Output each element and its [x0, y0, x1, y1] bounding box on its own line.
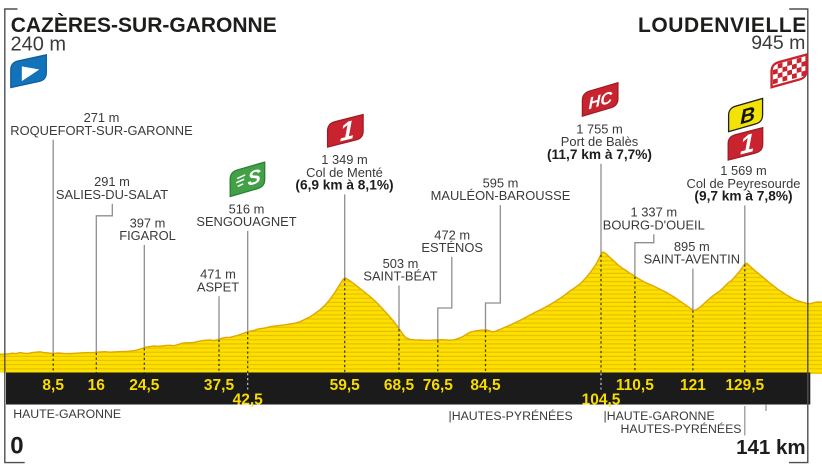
- svg-text:595 m: 595 m: [483, 176, 519, 191]
- svg-text:84,5: 84,5: [470, 377, 501, 394]
- svg-text:SAINT-AVENTIN: SAINT-AVENTIN: [644, 252, 740, 267]
- svg-text:240 m: 240 m: [11, 34, 67, 56]
- svg-text:59,5: 59,5: [330, 377, 361, 394]
- svg-text:BOURG-D'OUEIL: BOURG-D'OUEIL: [603, 217, 705, 232]
- svg-text:CAZÈRES-SUR-GARONNE: CAZÈRES-SUR-GARONNE: [11, 14, 277, 37]
- svg-text:37,5: 37,5: [204, 377, 235, 394]
- svg-text:8,5: 8,5: [42, 377, 64, 394]
- svg-text:516 m: 516 m: [229, 201, 265, 216]
- svg-text:141 km: 141 km: [736, 436, 806, 459]
- svg-text:24,5: 24,5: [129, 377, 160, 394]
- svg-text:Col de Peyresourde: Col de Peyresourde: [687, 176, 801, 191]
- svg-text:397 m: 397 m: [130, 215, 166, 230]
- svg-text:LOUDENVIELLE: LOUDENVIELLE: [638, 14, 807, 37]
- svg-text:1 569 m: 1 569 m: [720, 163, 767, 178]
- svg-text:Port de Balès: Port de Balès: [561, 134, 638, 149]
- svg-text:ROQUEFORT-SUR-GARONNE: ROQUEFORT-SUR-GARONNE: [10, 123, 193, 138]
- svg-text:895 m: 895 m: [674, 239, 710, 254]
- svg-text:|HAUTES-PYRÉNÉES: |HAUTES-PYRÉNÉES: [449, 408, 573, 423]
- svg-text:121: 121: [680, 377, 706, 394]
- svg-text:SAINT-BÉAT: SAINT-BÉAT: [363, 269, 437, 284]
- svg-text:(11,7 km à 7,7%): (11,7 km à 7,7%): [547, 147, 652, 162]
- svg-text:1 337 m: 1 337 m: [631, 205, 678, 220]
- svg-text:471 m: 471 m: [200, 267, 236, 282]
- svg-text:68,5: 68,5: [384, 377, 415, 394]
- svg-text:42,5: 42,5: [233, 392, 264, 409]
- svg-text:1 349 m: 1 349 m: [321, 152, 368, 167]
- svg-text:104,5: 104,5: [582, 392, 621, 409]
- svg-text:129,5: 129,5: [725, 377, 764, 394]
- svg-text:ASPET: ASPET: [197, 279, 239, 294]
- svg-text:76,5: 76,5: [423, 377, 454, 394]
- svg-text:1: 1: [340, 114, 354, 147]
- svg-text:291 m: 291 m: [94, 174, 130, 189]
- svg-text:271 m: 271 m: [84, 110, 120, 125]
- svg-text:110,5: 110,5: [616, 377, 654, 394]
- svg-text:1: 1: [740, 127, 754, 160]
- svg-text:B: B: [740, 102, 755, 129]
- svg-text:503 m: 503 m: [383, 256, 419, 271]
- svg-text:HAUTES-PYRÉNÉES: HAUTES-PYRÉNÉES: [621, 421, 742, 436]
- svg-text:SALIES-DU-SALAT: SALIES-DU-SALAT: [56, 187, 168, 202]
- svg-text:|HAUTE-GARONNE: |HAUTE-GARONNE: [604, 409, 715, 423]
- svg-text:HAUTE-GARONNE: HAUTE-GARONNE: [13, 407, 121, 421]
- svg-text:(9,7 km à 7,8%): (9,7 km à 7,8%): [694, 189, 792, 204]
- svg-text:S: S: [248, 165, 262, 190]
- svg-text:MAULÉON-BAROUSSE: MAULÉON-BAROUSSE: [431, 188, 571, 203]
- svg-text:ESTÉNOS: ESTÉNOS: [421, 240, 483, 255]
- svg-text:945 m: 945 m: [751, 32, 805, 54]
- svg-text:16: 16: [88, 377, 106, 394]
- svg-text:FIGAROL: FIGAROL: [119, 228, 176, 243]
- svg-text:0: 0: [10, 432, 23, 459]
- svg-text:(6,9 km à 8,1%): (6,9 km à 8,1%): [295, 178, 393, 193]
- svg-text:472 m: 472 m: [434, 227, 470, 242]
- svg-text:SENGOUAGNET: SENGOUAGNET: [196, 214, 296, 229]
- svg-text:1 755 m: 1 755 m: [576, 122, 623, 137]
- svg-text:Col de Menté: Col de Menté: [306, 165, 383, 180]
